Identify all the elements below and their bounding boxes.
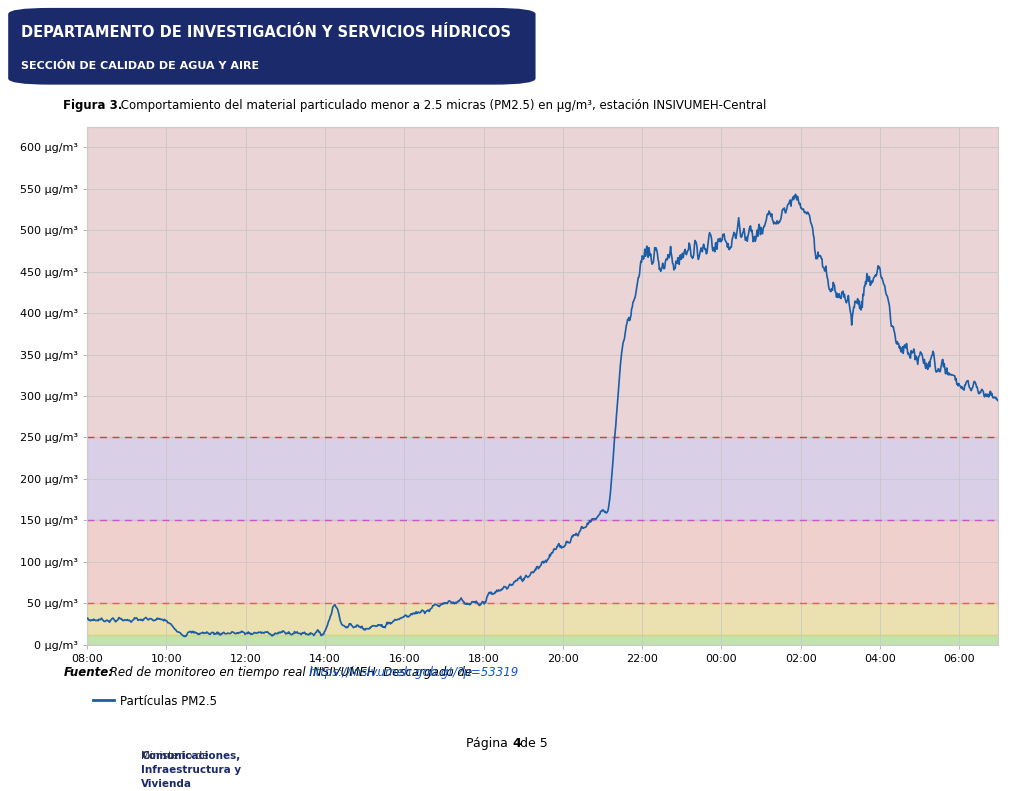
Bar (87, 127, 998, 437)
Text: https://insivumeh.gob.gt/?p=53319: https://insivumeh.gob.gt/?p=53319 (308, 666, 518, 679)
Text: 4: 4 (512, 737, 521, 750)
Text: Página: Página (466, 737, 512, 750)
Bar (87, 520, 998, 604)
Text: de 5: de 5 (516, 737, 548, 750)
Legend: Partículas PM2.5: Partículas PM2.5 (93, 694, 217, 708)
Text: DEPARTAMENTO DE INVESTIGACIÓN Y SERVICIOS HÍDRICOS: DEPARTAMENTO DE INVESTIGACIÓN Y SERVICIO… (22, 25, 511, 40)
Bar (87, 604, 998, 634)
Text: Red de monitoreo en tiempo real INSIVUMEH. Descargado de: Red de monitoreo en tiempo real INSIVUME… (106, 666, 476, 679)
Text: SECCIÓN DE CALIDAD DE AGUA Y AIRE: SECCIÓN DE CALIDAD DE AGUA Y AIRE (22, 61, 259, 71)
Text: Fuente:: Fuente: (63, 666, 114, 679)
Bar (87, 437, 998, 520)
Text: Comunicaciones,
Infraestructura y
Vivienda: Comunicaciones, Infraestructura y Vivien… (141, 751, 242, 789)
Bar (87, 634, 998, 645)
FancyBboxPatch shape (8, 8, 536, 85)
Text: Ministerio de: Ministerio de (141, 751, 209, 761)
Text: INSTITUTO NACIONAL DE SISMOLOGÍA. VULCANOLOGÍA, METEOROLOGÍA E HIDROLOGÍA: INSTITUTO NACIONAL DE SISMOLOGÍA. VULCAN… (403, 774, 882, 786)
Text: Figura 3.: Figura 3. (63, 100, 123, 112)
Text: Comportamiento del material particulado menor a 2.5 micras (PM2.5) en μg/m³, est: Comportamiento del material particulado … (117, 100, 766, 112)
